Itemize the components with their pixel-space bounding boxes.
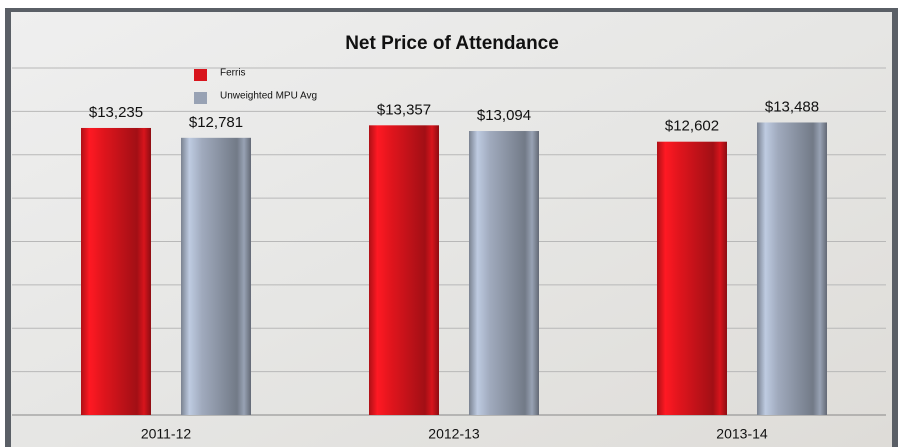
data-label: $13,235 [89, 104, 143, 121]
data-label: $12,602 [665, 118, 719, 135]
bar [181, 137, 251, 415]
data-label: $13,357 [377, 101, 431, 118]
data-label: $13,488 [765, 98, 819, 115]
legend-label: Ferris [220, 68, 246, 79]
bar [81, 127, 151, 415]
bar [657, 141, 727, 415]
legend-swatch [194, 92, 207, 104]
x-tick-label: 2011-12 [141, 426, 192, 442]
bar [469, 131, 539, 416]
chart-title: Net Price of Attendance [345, 33, 559, 54]
bar [757, 122, 827, 415]
legend-label: Unweighted MPU Avg [220, 91, 317, 102]
bar [369, 125, 439, 415]
data-label: $12,781 [189, 114, 243, 131]
plot-background [11, 12, 892, 447]
legend-swatch [194, 69, 207, 81]
x-tick-label: 2012-13 [428, 426, 480, 442]
data-label: $13,094 [477, 107, 531, 124]
x-tick-label: 2013-14 [716, 426, 768, 442]
